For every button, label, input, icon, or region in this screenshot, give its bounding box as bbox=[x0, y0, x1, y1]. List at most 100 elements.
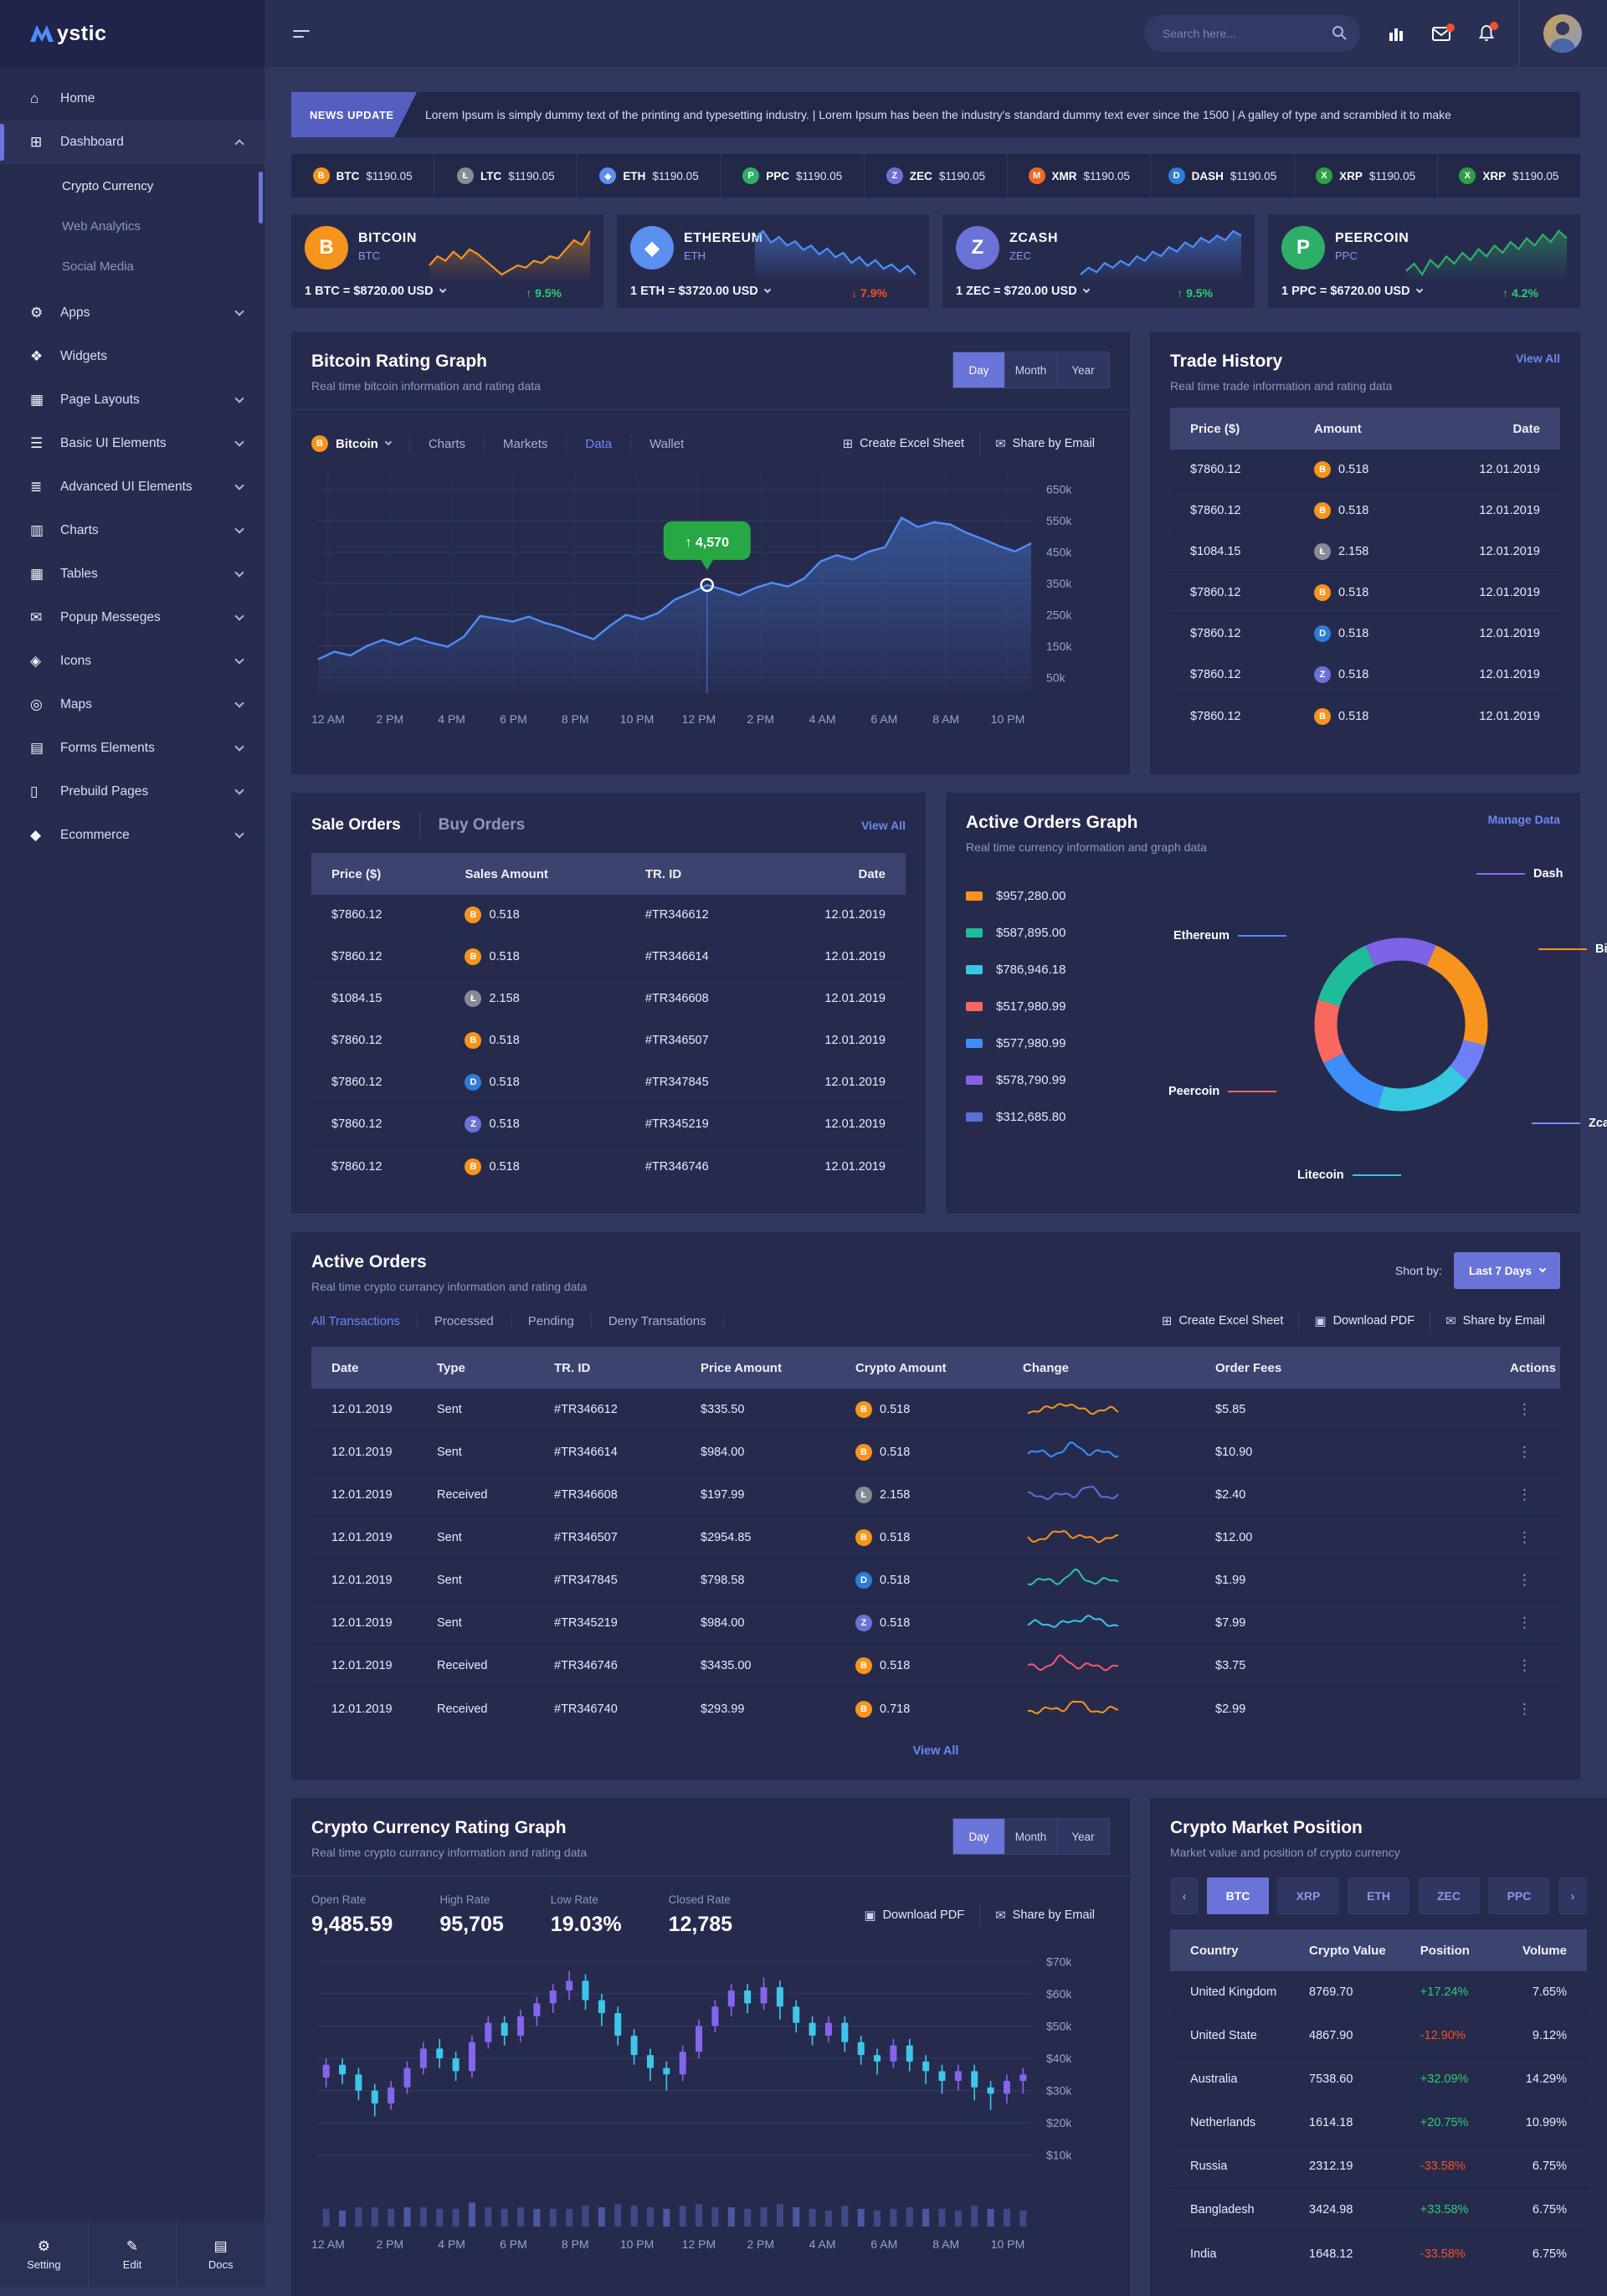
sidebar-item-tables[interactable]: ▦Tables bbox=[0, 552, 264, 596]
search-input[interactable] bbox=[1163, 27, 1332, 40]
sidebar-item-widgets[interactable]: ❖Widgets bbox=[0, 335, 264, 378]
share-by-email-button[interactable]: ✉Share by Email bbox=[980, 436, 1110, 451]
search-box[interactable] bbox=[1144, 15, 1360, 52]
brand-logo[interactable]: ystic bbox=[0, 0, 264, 67]
transaction-tab-deny-transations[interactable]: Deny Transations bbox=[592, 1314, 724, 1328]
range-tab-day[interactable]: Day bbox=[953, 352, 1005, 388]
tab-sale-orders[interactable]: Sale Orders bbox=[311, 816, 401, 835]
sidebar-item-charts[interactable]: ▥Charts bbox=[0, 509, 264, 552]
view-all-link[interactable]: View All bbox=[913, 1744, 959, 1758]
row-menu-icon[interactable]: ⋮ bbox=[1510, 1657, 1560, 1674]
menu-toggle-icon[interactable] bbox=[293, 30, 310, 38]
chart-tab-data[interactable]: Data bbox=[566, 434, 630, 453]
footer-item-edit[interactable]: ✎Edit bbox=[89, 2222, 177, 2287]
download-pdf-button[interactable]: ▣Download PDF bbox=[1299, 1313, 1430, 1328]
sidebar-item-home[interactable]: ⌂Home bbox=[0, 77, 264, 121]
market-tab-btc[interactable]: BTC bbox=[1207, 1877, 1269, 1914]
range-tab-month[interactable]: Month bbox=[1005, 1819, 1057, 1854]
range-tab-year[interactable]: Year bbox=[1057, 1819, 1109, 1854]
sidebar-item-maps[interactable]: ◎Maps bbox=[0, 683, 264, 727]
footer-item-setting[interactable]: ⚙Setting bbox=[0, 2222, 89, 2287]
legend-item[interactable]: $312,685.80 bbox=[966, 1110, 1167, 1124]
market-tab-eth[interactable]: ETH bbox=[1348, 1877, 1409, 1914]
view-all-link[interactable]: View All bbox=[1516, 352, 1560, 365]
sidebar-item-dashboard[interactable]: ⊞Dashboard bbox=[0, 121, 264, 164]
market-tab-xrp[interactable]: XRP bbox=[1277, 1877, 1339, 1914]
share-by-email-button[interactable]: ✉Share by Email bbox=[1430, 1313, 1560, 1328]
create-excel-sheet-button[interactable]: ⊞Create Excel Sheet bbox=[828, 436, 980, 451]
footer-item-docs[interactable]: ▤Docs bbox=[177, 2222, 264, 2287]
legend-item[interactable]: $786,946.18 bbox=[966, 963, 1167, 977]
chart-tab-charts[interactable]: Charts bbox=[409, 434, 484, 453]
transaction-tab-pending[interactable]: Pending bbox=[511, 1314, 592, 1328]
sidebar-item-forms-elements[interactable]: ▤Forms Elements bbox=[0, 727, 264, 770]
row-menu-icon[interactable]: ⋮ bbox=[1510, 1487, 1560, 1503]
prev-arrow-icon[interactable]: ‹ bbox=[1170, 1877, 1199, 1914]
sidebar-subitem-web-analytics[interactable]: Web Analytics bbox=[0, 206, 264, 246]
range-tab-day[interactable]: Day bbox=[953, 1819, 1005, 1854]
row-menu-icon[interactable]: ⋮ bbox=[1510, 1701, 1560, 1718]
row-menu-icon[interactable]: ⋮ bbox=[1510, 1615, 1560, 1631]
range-dropdown-button[interactable]: Last 7 Days bbox=[1454, 1252, 1560, 1289]
sidebar-item-popup-messeges[interactable]: ✉Popup Messeges bbox=[0, 596, 264, 639]
legend-item[interactable]: $517,980.99 bbox=[966, 999, 1167, 1014]
mail-icon[interactable] bbox=[1432, 27, 1450, 41]
manage-data-link[interactable]: Manage Data bbox=[1488, 813, 1560, 826]
share-by-email-button[interactable]: ✉Share by Email bbox=[980, 1908, 1110, 1923]
view-all-link[interactable]: View All bbox=[861, 819, 906, 832]
market-tab-ppc[interactable]: PPC bbox=[1488, 1877, 1550, 1914]
transaction-tab-processed[interactable]: Processed bbox=[418, 1314, 511, 1328]
coin-rate[interactable]: 1 PPC = $6720.00 USD bbox=[1281, 285, 1422, 298]
stats-icon[interactable] bbox=[1389, 26, 1404, 41]
coin-rate[interactable]: 1 ETH = $3720.00 USD bbox=[630, 285, 770, 298]
range-tab-month[interactable]: Month bbox=[1005, 352, 1057, 388]
sidebar-item-prebuild-pages[interactable]: ▯Prebuild Pages bbox=[0, 770, 264, 814]
range-tab-year[interactable]: Year bbox=[1057, 352, 1109, 388]
next-arrow-icon[interactable]: › bbox=[1558, 1877, 1587, 1914]
row-menu-icon[interactable]: ⋮ bbox=[1510, 1401, 1560, 1418]
coin-rate[interactable]: 1 BTC = $8720.00 USD bbox=[305, 285, 445, 298]
chart-tab-markets[interactable]: Markets bbox=[484, 434, 566, 453]
ticker-item-eth[interactable]: ◆ETH$1190.05 bbox=[578, 154, 721, 198]
sidebar-item-basic-ui-elements[interactable]: ☰Basic UI Elements bbox=[0, 422, 264, 465]
legend-item[interactable]: $578,790.99 bbox=[966, 1073, 1167, 1087]
market-tab-zec[interactable]: ZEC bbox=[1418, 1877, 1480, 1914]
tab-buy-orders[interactable]: Buy Orders bbox=[439, 816, 525, 835]
sidebar-item-apps[interactable]: ⚙Apps bbox=[0, 291, 264, 335]
